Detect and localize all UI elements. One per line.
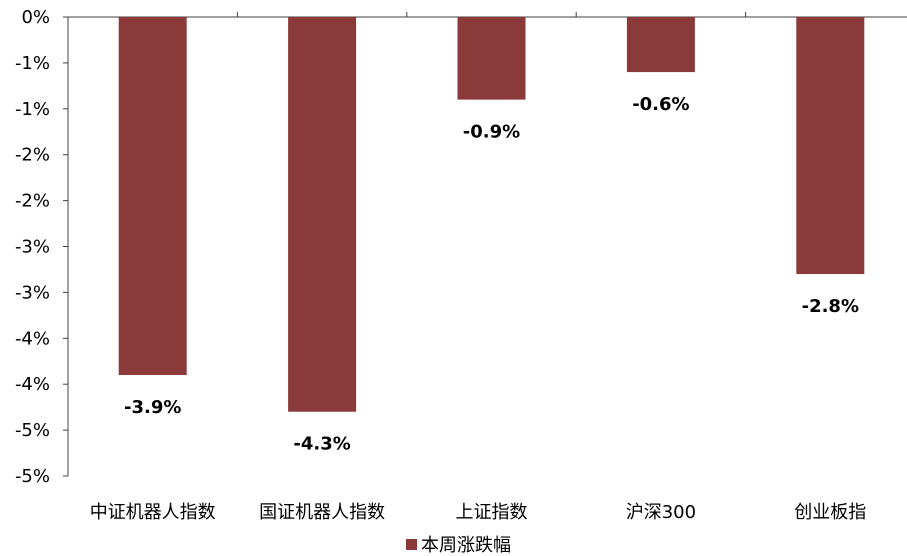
y-tick-label: -2% [15,145,50,166]
y-tick-label: -3% [15,237,50,258]
data-label: -2.8% [802,296,859,317]
data-label: -4.3% [293,434,350,455]
y-tick-label: -2% [15,191,50,212]
bar [457,17,526,100]
x-category-label: 国证机器人指数 [259,502,385,523]
y-tick-label: -3% [15,282,50,303]
legend-label: 本周涨跌幅 [421,535,511,556]
y-tick-label: -1% [15,99,50,120]
bars [118,17,865,412]
data-label: -0.6% [632,94,689,115]
y-axis: 0% -1% -1% -2% -2% -3% -3% -4% -4% -5% -5% [15,7,69,487]
data-label: -0.9% [463,122,520,143]
x-category-label: 中证机器人指数 [90,502,216,523]
x-category-label: 上证指数 [456,502,528,523]
x-category-label: 沪深300 [626,502,696,523]
bar [796,17,865,275]
y-tick-label: -4% [15,328,50,349]
y-tick-label: -5% [15,420,50,441]
bar [626,17,695,73]
x-category-label: 创业板指 [794,502,866,523]
data-label: -3.9% [124,397,181,418]
legend-swatch [406,539,417,550]
bar [288,17,357,412]
y-tick-label: 0% [21,7,50,28]
y-tick-label: -4% [15,374,50,395]
legend: 本周涨跌幅 [406,535,511,556]
bar [118,17,187,376]
data-labels: -3.9% -4.3% -0.9% -0.6% -2.8% [124,94,859,455]
y-tick-label: -5% [15,466,50,487]
y-tick-label: -1% [15,53,50,74]
